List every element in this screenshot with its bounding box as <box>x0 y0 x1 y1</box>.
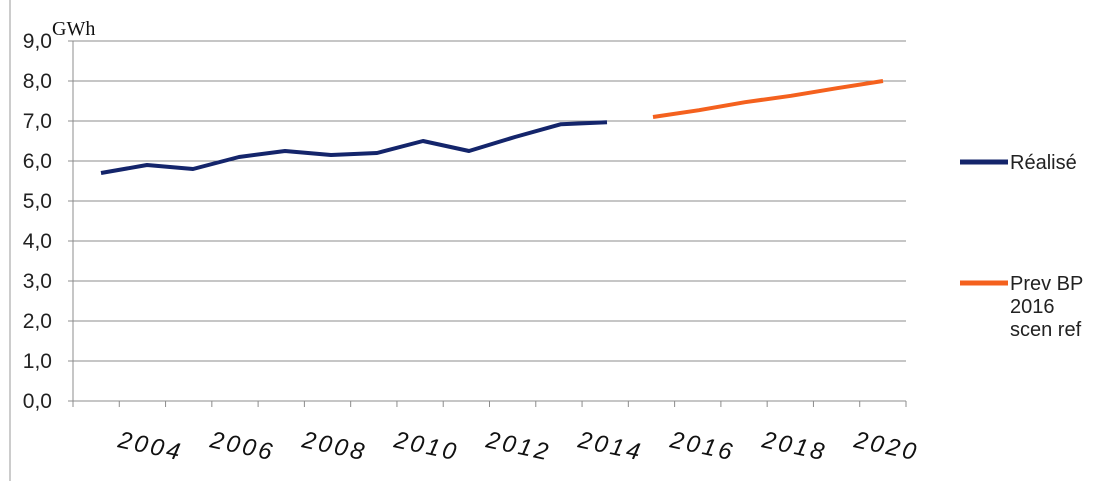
legend-label-0: Réalisé <box>1010 152 1077 174</box>
series-line-1 <box>652 79 884 119</box>
y-tick-label: 6,0 <box>23 150 52 173</box>
x-tick-label: 2012 <box>483 426 554 466</box>
y-tick-label: 8,0 <box>23 70 52 93</box>
x-tick-label: 2018 <box>759 426 830 466</box>
axes <box>68 40 907 407</box>
gridlines <box>73 40 906 402</box>
x-tick-labels: 2004 2006 2008 2010 2012 2014 2016 2018 2020 <box>115 426 922 466</box>
x-tick-label: 2006 <box>207 426 278 466</box>
series-lines <box>100 79 884 175</box>
y-tick-label: 9,0 <box>23 30 52 53</box>
y-unit-label: GWh <box>52 18 95 40</box>
y-tick-labels: 0,0 1,0 2,0 3,0 4,0 5,0 6,0 7,0 8,0 9,0 <box>23 30 52 413</box>
series-line-0 <box>100 120 608 175</box>
y-tick-label: 7,0 <box>23 110 52 133</box>
y-tick-label: 4,0 <box>23 230 52 253</box>
x-tick-label: 2010 <box>391 426 462 466</box>
legend-label-1: Prev BP <box>1010 273 1083 295</box>
legend-label-1: 2016 <box>1010 296 1055 318</box>
y-tick-label: 1,0 <box>23 350 52 373</box>
y-tick-label: 5,0 <box>23 190 52 213</box>
x-tick-label: 2004 <box>115 426 186 466</box>
y-tick-label: 3,0 <box>23 270 52 293</box>
x-tick-label: 2020 <box>851 426 922 466</box>
legend-label-1: scen ref <box>1010 319 1082 341</box>
x-tick-label: 2008 <box>299 426 370 466</box>
y-tick-label: 0,0 <box>23 390 52 413</box>
y-tick-label: 2,0 <box>23 310 52 333</box>
x-tick-label: 2016 <box>667 426 738 466</box>
x-tick-label: 2014 <box>575 426 646 466</box>
